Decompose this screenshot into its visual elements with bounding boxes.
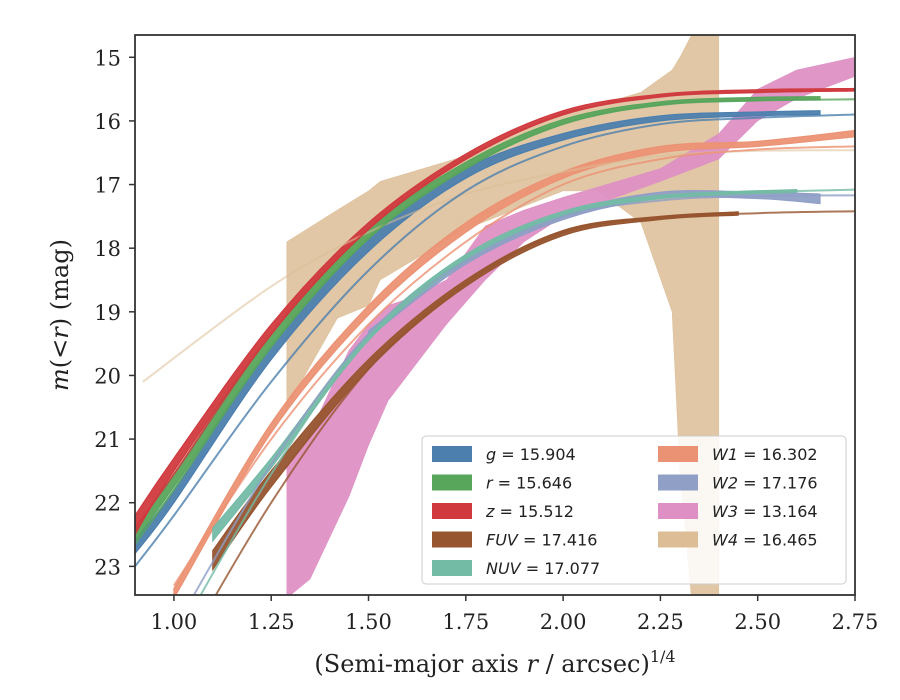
model-line-nuv — [199, 188, 855, 595]
legend-item-w4: W4 = 16.465 — [658, 531, 818, 550]
legend-label: FUV = 17.416 — [486, 531, 597, 550]
legend-item-z: z = 15.512 — [432, 502, 574, 521]
legend-label: NUV = 17.077 — [486, 559, 600, 578]
legend-label: r = 15.646 — [486, 474, 572, 493]
y-tick-label: 16 — [94, 110, 121, 134]
plot-frame — [134, 34, 856, 596]
legend-swatch — [432, 446, 472, 462]
model-line-w1 — [173, 145, 855, 587]
legend-label: W3 = 13.164 — [712, 502, 818, 521]
legend-swatch — [658, 503, 698, 519]
legend-item-w3: W3 = 13.164 — [658, 502, 818, 521]
x-tick-label: 1.50 — [345, 610, 392, 634]
legend-swatch — [658, 446, 698, 462]
legend-swatch — [658, 474, 698, 491]
y-tick-label: 21 — [94, 428, 121, 452]
model-line-w2 — [192, 194, 855, 595]
legend-item-w1: W1 = 16.302 — [658, 445, 818, 464]
x-tick-label: 2.75 — [832, 610, 879, 634]
model-line-g — [135, 113, 855, 568]
x-axis-label: (Semi-major axis r / arcsec)1/4 — [314, 647, 675, 678]
legend-label: W1 = 16.302 — [712, 445, 818, 464]
legend-item-w2: W2 = 17.176 — [658, 474, 818, 493]
model-line-fuv — [214, 210, 855, 595]
x-tick-label: 1.25 — [248, 610, 295, 634]
x-tick-label: 2.50 — [734, 610, 781, 634]
legend-box — [421, 435, 847, 585]
legend-swatch — [432, 531, 472, 548]
legend-label: W4 = 16.465 — [712, 531, 818, 550]
y-tick-label: 20 — [94, 364, 121, 388]
y-tick-label: 15 — [94, 46, 121, 70]
legend-swatch — [432, 560, 472, 576]
legend-label: z = 15.512 — [485, 502, 574, 521]
legend-swatch — [432, 474, 472, 491]
legend-label: g = 15.904 — [486, 445, 576, 464]
band-w1 — [173, 129, 855, 595]
x-tick-label: 1.00 — [151, 610, 198, 634]
y-tick-label: 23 — [94, 555, 121, 579]
y-tick-label: 17 — [94, 174, 121, 198]
y-tick-label: 19 — [94, 301, 121, 325]
legend-item-fuv: FUV = 17.416 — [432, 531, 597, 550]
y-axis-label: m(<r) (mag) — [46, 239, 74, 391]
model-line-z — [135, 89, 855, 529]
x-tick-label: 2.00 — [540, 610, 587, 634]
model-line-r — [135, 98, 855, 545]
legend-label: W2 = 17.176 — [712, 474, 818, 493]
legend-item-r: r = 15.646 — [432, 474, 572, 493]
legend-item-nuv: NUV = 17.077 — [432, 559, 600, 578]
legend-item-g: g = 15.904 — [432, 445, 576, 464]
y-tick-label: 18 — [94, 237, 121, 261]
y-tick-label: 22 — [94, 492, 121, 516]
legend-swatch — [658, 531, 698, 548]
legend-swatch — [432, 503, 472, 519]
x-tick-label: 1.75 — [442, 610, 489, 634]
x-tick-label: 2.25 — [637, 610, 684, 634]
